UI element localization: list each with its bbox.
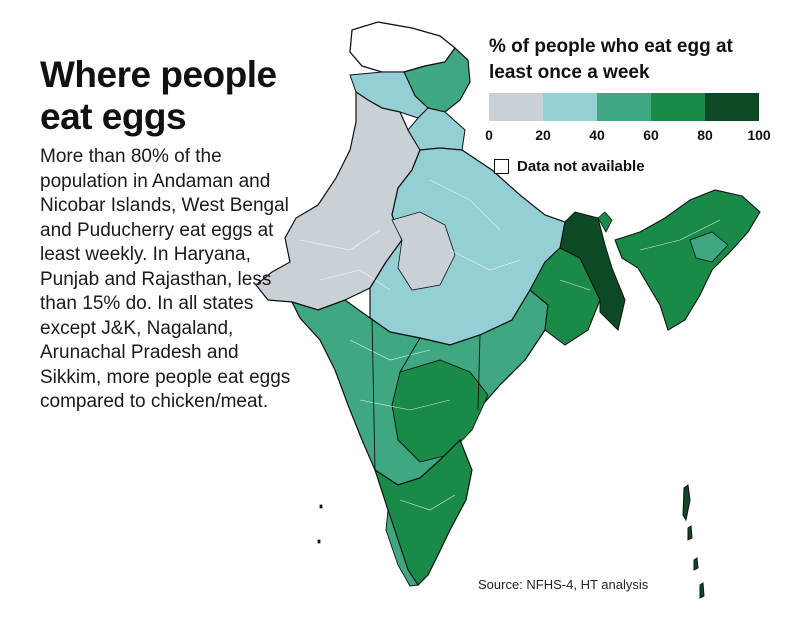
legend-swatch-20-40 [543, 93, 597, 121]
region-kerala [385, 509, 419, 587]
not-available-label: Data not available [517, 158, 645, 175]
legend-tick: 20 [535, 127, 551, 143]
legend-tick: 100 [747, 127, 771, 143]
region-northeast-light [689, 231, 729, 263]
legend-tick: 40 [589, 127, 605, 143]
legend-swatch-0-20 [489, 93, 543, 121]
source-note: Source: NFHS-4, HT analysis [478, 577, 649, 592]
legend-ticks: 0 20 40 60 80 100 [485, 127, 771, 147]
legend-not-available: Data not available [494, 158, 645, 175]
legend-tick: 60 [643, 127, 659, 143]
region-central-grey [391, 211, 456, 291]
region-northeast [614, 189, 761, 331]
map-description: More than 80% of the population in Andam… [40, 146, 291, 412]
region-sikkim [597, 211, 613, 233]
state-boundaries [369, 149, 601, 471]
legend-tick: 0 [485, 127, 493, 143]
region-andaman-islands [682, 484, 705, 599]
legend-tick: 80 [697, 127, 713, 143]
not-available-swatch [494, 159, 509, 174]
legend-title: % of people who eat egg at least once a … [489, 36, 733, 83]
district-boundaries [299, 179, 721, 511]
legend-color-bar [489, 93, 759, 121]
legend-swatch-80-100 [705, 93, 759, 121]
legend-swatch-60-80 [651, 93, 705, 121]
region-lakshadweep [317, 504, 323, 544]
legend-swatch-40-60 [597, 93, 651, 121]
map-headline: Where people eat eggs [40, 54, 277, 137]
region-west-bengal [559, 211, 626, 331]
